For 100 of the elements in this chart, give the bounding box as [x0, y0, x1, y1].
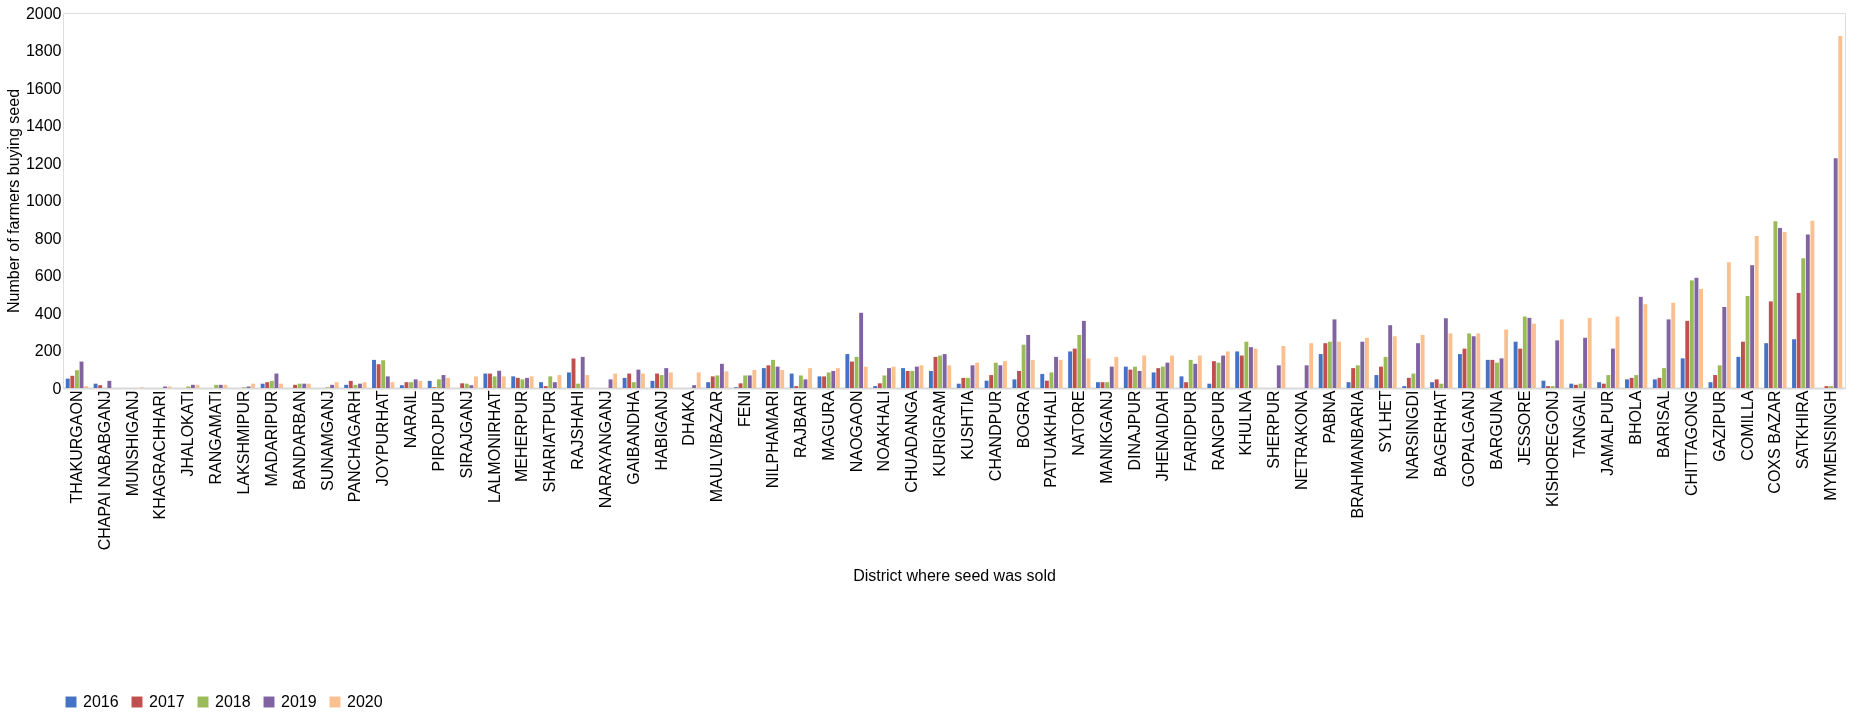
bar: [975, 362, 980, 388]
bar: [622, 377, 627, 388]
bar: [1276, 365, 1281, 388]
x-tick-label: COXS BAZAR: [1766, 390, 1784, 494]
bar: [1778, 227, 1782, 388]
x-tick-label: RANGPUR: [1209, 390, 1227, 471]
y-tick-label: 0: [52, 379, 62, 397]
bar: [692, 385, 697, 388]
bar: [947, 365, 952, 388]
bar: [993, 362, 998, 388]
x-tick-label: PATUAKHALI: [1042, 390, 1060, 488]
bar: [1156, 368, 1161, 388]
bar: [998, 365, 1003, 388]
bar: [789, 373, 794, 388]
bar: [344, 384, 349, 388]
bar: [1439, 383, 1444, 388]
bar: [1058, 359, 1063, 388]
x-tick-label: NATORE: [1070, 390, 1088, 456]
bar: [1606, 375, 1611, 388]
bar: [859, 312, 864, 388]
bar: [668, 372, 673, 388]
x-tick-label: BARISAL: [1655, 390, 1673, 459]
bar: [1128, 369, 1133, 388]
x-tick-label: FENI: [736, 390, 754, 427]
bar: [274, 373, 279, 388]
bar: [1235, 351, 1240, 388]
bar: [928, 370, 933, 388]
bar: [1597, 382, 1602, 388]
bar: [1021, 344, 1026, 388]
x-tick-label: SATKHIRA: [1794, 390, 1812, 470]
bar: [1527, 317, 1532, 388]
bar: [1323, 343, 1328, 388]
bar: [1559, 319, 1564, 388]
bar: [1671, 302, 1676, 388]
bar: [1657, 377, 1662, 388]
x-tick-label: NOAKHALI: [875, 390, 893, 472]
bar: [1629, 377, 1634, 388]
bar: [1364, 337, 1369, 388]
bar: [492, 376, 497, 388]
y-tick-label: 600: [34, 267, 62, 284]
bar: [706, 382, 711, 388]
bar: [798, 375, 803, 388]
bar: [1184, 382, 1189, 388]
bar: [1081, 320, 1086, 388]
x-tick-label: SUNAMGANJ: [318, 390, 336, 491]
bar: [353, 384, 358, 388]
bar: [914, 366, 919, 388]
bar: [743, 375, 748, 388]
bar: [214, 384, 219, 388]
bar: [1680, 358, 1685, 388]
bar: [1666, 319, 1671, 388]
bar: [1643, 304, 1648, 388]
y-tick-label: 1200: [25, 154, 62, 172]
bar: [1096, 382, 1100, 388]
bar: [427, 380, 432, 388]
bar: [390, 382, 395, 388]
legend-label: 2016: [83, 693, 119, 710]
bar: [1699, 289, 1703, 388]
x-tick-label: CHITTAGONG: [1682, 390, 1700, 496]
bar: [279, 383, 283, 388]
bar: [580, 356, 585, 388]
bar: [1768, 301, 1773, 388]
bar: [399, 385, 404, 388]
bar: [1207, 383, 1212, 388]
bar: [1416, 343, 1420, 388]
bar: [1003, 361, 1007, 388]
bar: [409, 382, 413, 388]
bar: [1327, 341, 1332, 388]
x-tick-label: MADARIPUR: [262, 390, 280, 487]
x-tick-label: KISHOREGONJ: [1543, 390, 1561, 507]
x-tick-label: KUSHTIA: [958, 390, 976, 460]
bar: [613, 373, 618, 388]
bar: [1467, 333, 1472, 388]
x-tick-label: LALMONIRHAT: [485, 390, 503, 504]
bar: [1244, 341, 1249, 388]
bar: [835, 368, 840, 388]
bar: [1485, 359, 1490, 388]
bar: [850, 361, 854, 388]
bar: [1689, 280, 1694, 388]
bar: [1805, 234, 1810, 388]
bar: [1360, 341, 1365, 388]
bar: [1392, 336, 1397, 388]
bar: [636, 369, 641, 388]
bar: [585, 375, 590, 388]
bar: [557, 375, 562, 388]
x-tick-label: NILPHAMARI: [764, 390, 782, 489]
bar: [1513, 341, 1518, 388]
x-tick-label: RAJSHAHI: [569, 390, 587, 470]
x-tick-label: JESSORE: [1515, 390, 1533, 466]
y-tick-label: 2000: [25, 4, 62, 22]
bar: [385, 376, 390, 388]
bar: [696, 372, 701, 388]
bar: [1351, 368, 1356, 388]
bar: [1012, 379, 1017, 388]
bar: [1801, 258, 1806, 388]
bar: [771, 359, 775, 388]
bar: [334, 382, 339, 388]
bar: [1026, 334, 1031, 388]
bar: [260, 383, 265, 388]
x-tick-label: CHANDPUR: [986, 390, 1004, 482]
